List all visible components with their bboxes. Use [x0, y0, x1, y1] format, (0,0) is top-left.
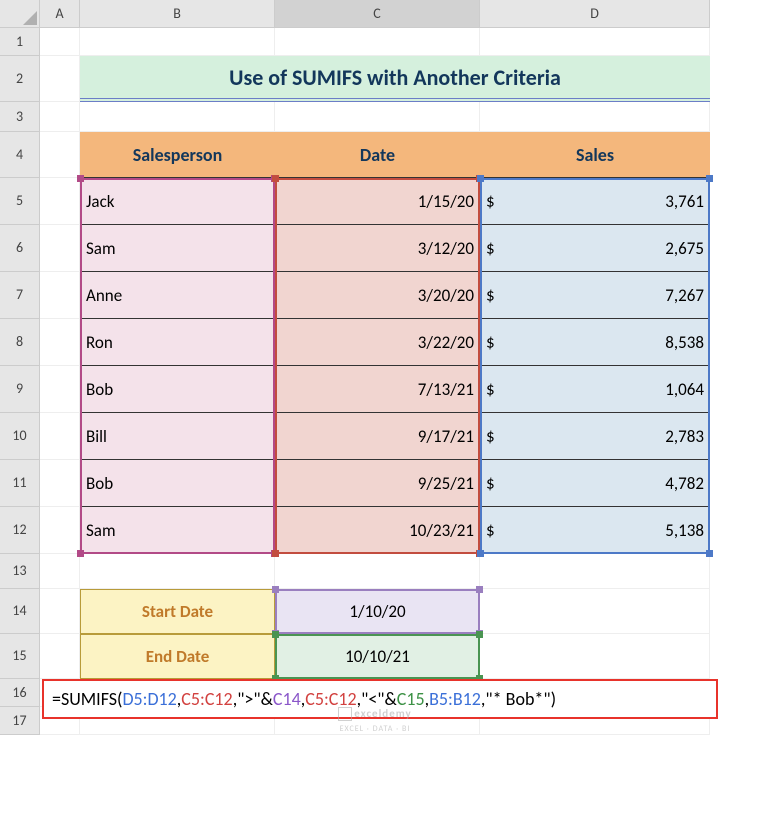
row-header-16[interactable]: 16 [0, 679, 40, 707]
cell[interactable] [40, 589, 80, 634]
cell[interactable] [275, 554, 480, 589]
cell[interactable] [40, 132, 80, 178]
cell[interactable] [40, 28, 80, 56]
row-header-6[interactable]: 6 [0, 225, 40, 272]
row-header-7[interactable]: 7 [0, 272, 40, 319]
row-header-9[interactable]: 9 [0, 366, 40, 413]
table-cell-sales[interactable]: $5,138 [480, 507, 710, 554]
table-cell-salesperson[interactable]: Bob [80, 460, 275, 507]
selection-handle[interactable] [77, 175, 84, 182]
cell[interactable] [480, 28, 710, 56]
selection-handle[interactable] [272, 550, 279, 557]
row-header-1[interactable]: 1 [0, 28, 40, 56]
col-header-c[interactable]: C [275, 0, 480, 28]
table-cell-salesperson[interactable]: Sam [80, 507, 275, 554]
selection-handle[interactable] [77, 550, 84, 557]
table-cell-date[interactable]: 3/12/20 [275, 225, 480, 272]
table-cell-date[interactable]: 9/17/21 [275, 413, 480, 460]
table-cell-date[interactable]: 7/13/21 [275, 366, 480, 413]
cell[interactable] [275, 102, 480, 132]
selection-handle[interactable] [476, 631, 483, 638]
table-cell-salesperson[interactable]: Anne [80, 272, 275, 319]
table-cell-sales[interactable]: $8,538 [480, 319, 710, 366]
table-cell-sales[interactable]: $2,675 [480, 225, 710, 272]
table-cell-date[interactable]: 3/20/20 [275, 272, 480, 319]
cell[interactable] [40, 413, 80, 460]
cell[interactable] [40, 56, 80, 102]
cell[interactable] [40, 554, 80, 589]
table-cell-salesperson[interactable]: Jack [80, 178, 275, 225]
col-header-a[interactable]: A [40, 0, 80, 28]
cell[interactable] [275, 28, 480, 56]
row-header-8[interactable]: 8 [0, 319, 40, 366]
row-header-17[interactable]: 17 [0, 707, 40, 735]
table-header-sales: Sales [480, 132, 710, 178]
start-date-value[interactable]: 1/10/20 [275, 589, 480, 634]
table-cell-date[interactable]: 9/25/21 [275, 460, 480, 507]
table-cell-salesperson[interactable]: Sam [80, 225, 275, 272]
cell[interactable] [40, 272, 80, 319]
row-header-15[interactable]: 15 [0, 634, 40, 679]
cell[interactable] [40, 178, 80, 225]
end-date-label: End Date [80, 634, 275, 679]
cell[interactable] [480, 554, 710, 589]
table-cell-salesperson[interactable]: Ron [80, 319, 275, 366]
cell[interactable] [80, 554, 275, 589]
col-header-d[interactable]: D [480, 0, 710, 28]
selection-handle[interactable] [477, 175, 484, 182]
row-header-11[interactable]: 11 [0, 460, 40, 507]
table-cell-sales[interactable]: $1,064 [480, 366, 710, 413]
table-cell-salesperson[interactable]: Bill [80, 413, 275, 460]
cell[interactable] [40, 507, 80, 554]
row-header-14[interactable]: 14 [0, 589, 40, 634]
cell[interactable] [40, 319, 80, 366]
table-cell-sales[interactable]: $7,267 [480, 272, 710, 319]
row-header-4[interactable]: 4 [0, 132, 40, 178]
cell[interactable] [40, 225, 80, 272]
cell[interactable] [40, 102, 80, 132]
row-header-13[interactable]: 13 [0, 554, 40, 589]
table-cell-sales[interactable]: $2,783 [480, 413, 710, 460]
cell[interactable] [80, 28, 275, 56]
end-date-value[interactable]: 10/10/21 [275, 634, 480, 679]
selection-handle[interactable] [272, 631, 279, 638]
table-cell-sales[interactable]: $4,782 [480, 460, 710, 507]
row-header-10[interactable]: 10 [0, 413, 40, 460]
col-header-b[interactable]: B [80, 0, 275, 28]
selection-handle[interactable] [706, 175, 713, 182]
select-all-corner[interactable] [0, 0, 40, 28]
selection-handle[interactable] [476, 586, 483, 593]
cell[interactable] [480, 589, 710, 634]
cell[interactable] [40, 366, 80, 413]
table-cell-salesperson[interactable]: Bob [80, 366, 275, 413]
start-date-label: Start Date [80, 589, 275, 634]
selection-handle[interactable] [272, 586, 279, 593]
row-header-12[interactable]: 12 [0, 507, 40, 554]
table-header-date: Date [275, 132, 480, 178]
cell[interactable] [480, 102, 710, 132]
watermark: exceldemyEXCEL · DATA · BI [315, 707, 435, 734]
table-cell-date[interactable]: 10/23/21 [275, 507, 480, 554]
selection-handle[interactable] [706, 550, 713, 557]
cell[interactable] [40, 460, 80, 507]
page-title: Use of SUMIFS with Another Criteria [80, 56, 710, 102]
table-cell-date[interactable]: 1/15/20 [275, 178, 480, 225]
selection-handle[interactable] [272, 175, 279, 182]
selection-handle[interactable] [477, 550, 484, 557]
cell[interactable] [480, 634, 710, 679]
row-header-3[interactable]: 3 [0, 102, 40, 132]
spreadsheet-grid: ABCD 12 Use of SUMIFS with Another Criteri… [0, 0, 768, 735]
table-cell-date[interactable]: 3/22/20 [275, 319, 480, 366]
row-header-2[interactable]: 2 [0, 56, 40, 102]
table-cell-sales[interactable]: $3,761 [480, 178, 710, 225]
row-header-5[interactable]: 5 [0, 178, 40, 225]
cell[interactable] [40, 634, 80, 679]
table-header-salesperson: Salesperson [80, 132, 275, 178]
cell[interactable] [80, 102, 275, 132]
